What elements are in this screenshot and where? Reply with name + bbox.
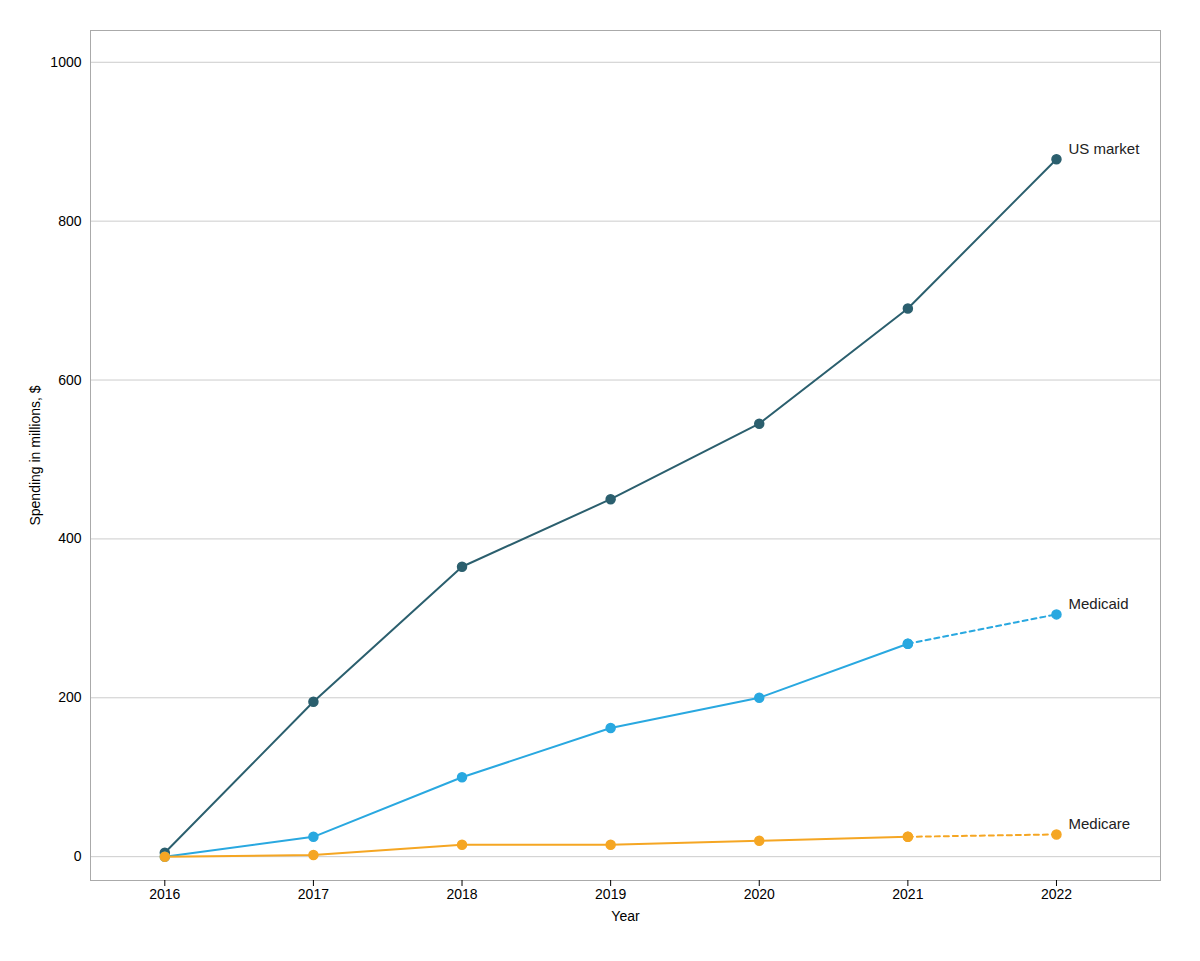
svg-text:2019: 2019 (595, 886, 626, 902)
svg-text:0: 0 (74, 848, 82, 864)
svg-text:400: 400 (58, 530, 82, 546)
svg-text:2016: 2016 (149, 886, 180, 902)
svg-text:800: 800 (58, 213, 82, 229)
svg-text:1000: 1000 (50, 54, 81, 70)
svg-text:Year: Year (611, 908, 640, 924)
svg-text:2017: 2017 (298, 886, 329, 902)
svg-text:2018: 2018 (446, 886, 477, 902)
svg-text:2020: 2020 (744, 886, 775, 902)
svg-text:Medicare: Medicare (1068, 815, 1130, 832)
svg-text:2022: 2022 (1041, 886, 1072, 902)
svg-text:Spending in millions, $: Spending in millions, $ (27, 385, 43, 525)
svg-text:200: 200 (58, 689, 82, 705)
svg-text:Medicaid: Medicaid (1068, 595, 1128, 612)
svg-text:US market: US market (1068, 140, 1140, 157)
svg-text:2021: 2021 (892, 886, 923, 902)
svg-text:600: 600 (58, 372, 82, 388)
